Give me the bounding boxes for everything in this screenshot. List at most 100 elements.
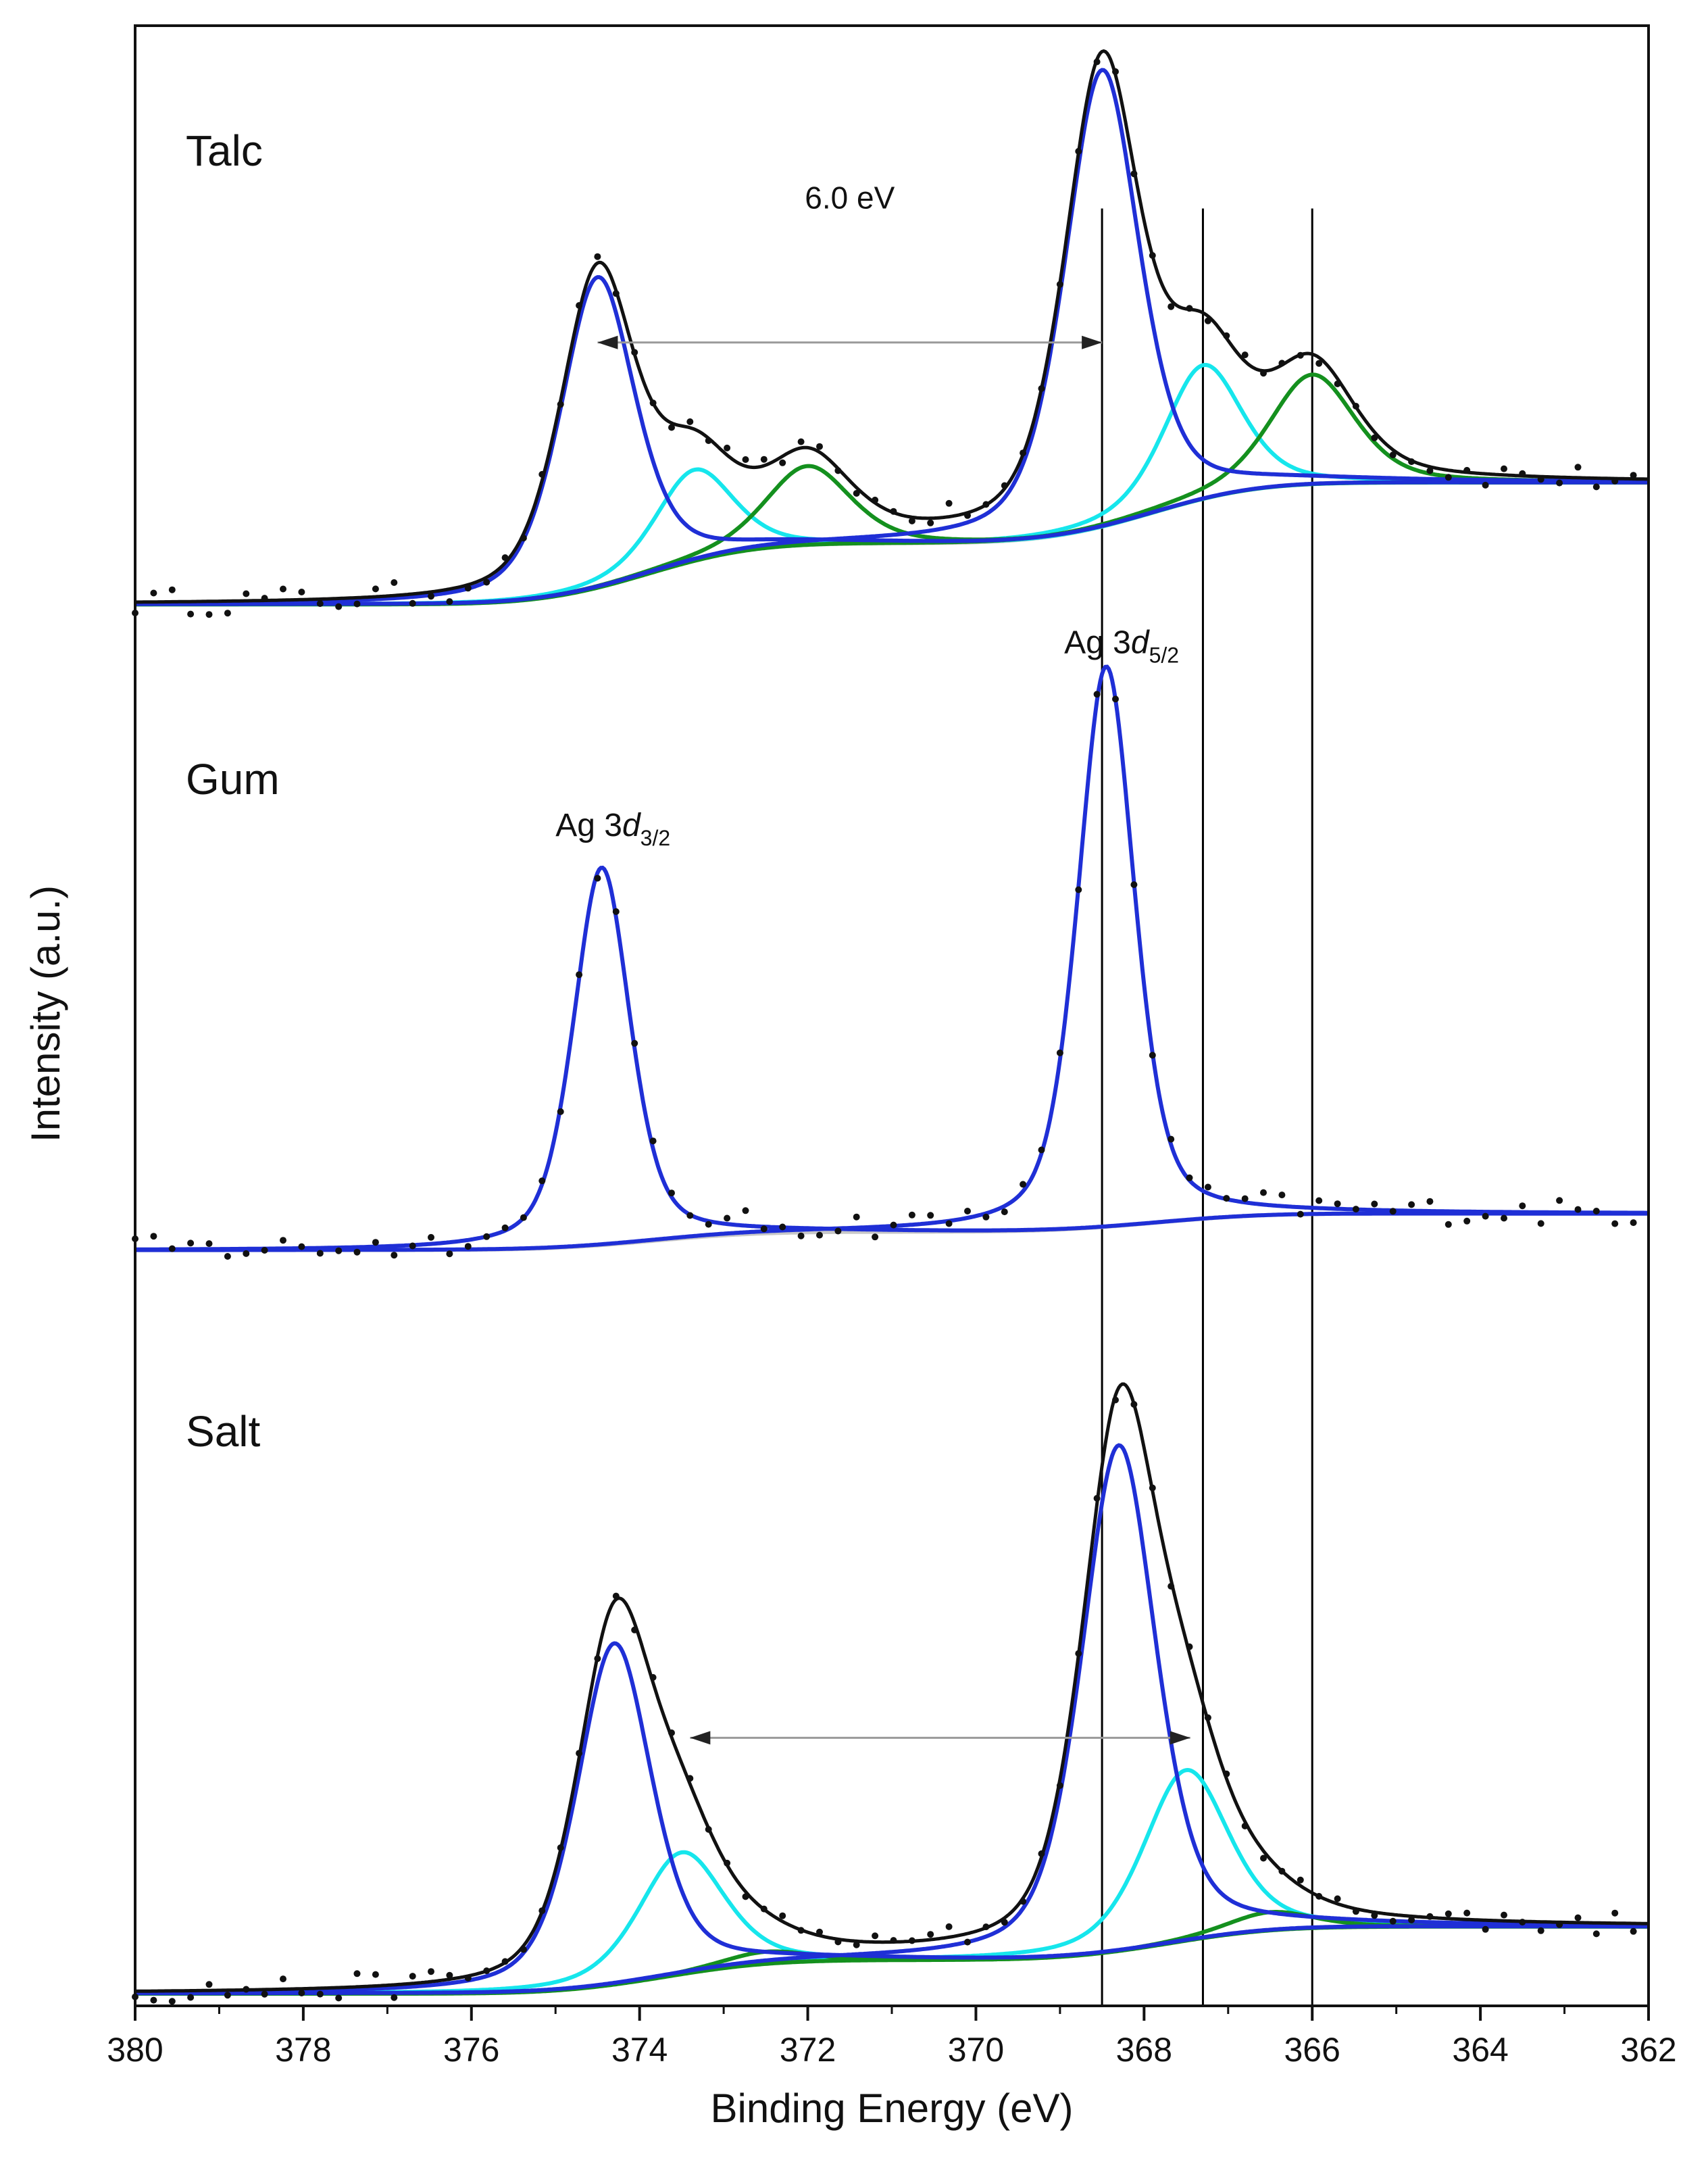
data-point	[1241, 1822, 1249, 1829]
data-point	[1501, 1911, 1507, 1919]
data-point	[1186, 1174, 1193, 1181]
x-tick-label: 370	[948, 2031, 1004, 2069]
x-tick-label: 372	[780, 2031, 836, 2069]
data-point	[945, 499, 953, 507]
data-point	[280, 585, 286, 593]
data-point	[1112, 695, 1119, 703]
background-curve-gum	[135, 1212, 1649, 1252]
data-point	[1297, 1210, 1304, 1218]
data-point	[760, 1905, 768, 1913]
background-curves-layer	[135, 481, 1649, 1996]
data-point	[538, 1177, 546, 1185]
data-point	[668, 424, 675, 431]
data-point	[1352, 403, 1359, 410]
data-point	[205, 611, 213, 618]
data-point	[1278, 360, 1286, 367]
data-point	[1297, 351, 1304, 359]
data-point	[243, 1986, 250, 1993]
data-point	[779, 1912, 786, 1919]
data-point	[1334, 1895, 1341, 1902]
data-point	[1408, 1916, 1415, 1923]
component-curve-metal-talc	[135, 68, 1649, 606]
data-point	[1611, 1909, 1619, 1917]
data-point	[1167, 1583, 1175, 1590]
data-point	[520, 1946, 527, 1953]
data-point	[816, 443, 823, 450]
data-point	[797, 1927, 805, 1934]
x-tick-label: 378	[275, 2031, 331, 2069]
data-point	[298, 1243, 305, 1250]
data-point	[1389, 1208, 1397, 1215]
arrow-head-right	[1170, 1731, 1190, 1745]
data-point	[908, 1211, 915, 1219]
annotation-separation: 6.0 eV	[805, 180, 895, 215]
data-point	[945, 1923, 953, 1930]
data-point	[1241, 351, 1249, 359]
data-point	[1260, 1854, 1267, 1862]
data-point	[1408, 1201, 1415, 1208]
data-point	[446, 1971, 453, 1979]
data-point	[280, 1975, 286, 1983]
data-point	[927, 519, 934, 526]
data-point	[353, 1248, 361, 1256]
data-point	[927, 1212, 934, 1219]
x-tick-label: 376	[443, 2031, 499, 2069]
data-point	[316, 600, 324, 608]
data-point	[372, 1971, 379, 1978]
data-point	[1038, 385, 1045, 392]
data-point	[927, 1931, 934, 1938]
data-point	[205, 1981, 213, 1988]
x-axis-title: Binding Energy (eV)	[711, 2086, 1074, 2131]
data-point	[1611, 1220, 1619, 1227]
data-point	[631, 1626, 638, 1633]
data-point	[853, 1941, 860, 1948]
data-point	[187, 1239, 195, 1247]
data-point	[724, 1214, 731, 1222]
data-point	[1056, 280, 1063, 288]
data-point	[428, 1233, 434, 1241]
data-point	[594, 1655, 601, 1663]
data-point	[409, 1242, 416, 1250]
data-point	[372, 1239, 379, 1246]
data-point	[1149, 1484, 1156, 1492]
data-point	[168, 1245, 176, 1252]
x-tick-label: 364	[1452, 2031, 1508, 2069]
arrow-head-left	[597, 335, 618, 349]
data-point	[686, 1775, 694, 1782]
data-point	[483, 579, 491, 586]
data-point	[1352, 1908, 1359, 1915]
data-point	[335, 1247, 343, 1254]
data-point	[1445, 1221, 1452, 1228]
data-point	[483, 1233, 491, 1240]
data-point	[1426, 467, 1434, 474]
panel-label-salt: Salt	[186, 1407, 261, 1456]
data-point	[1389, 1917, 1397, 1925]
data-point	[1445, 474, 1452, 481]
plot-frame	[134, 24, 1650, 2007]
data-point	[224, 610, 231, 617]
data-point	[1112, 68, 1119, 75]
data-point	[1574, 464, 1582, 471]
x-ticks-layer: 380 378 376 374 372 370 368 366 364 362	[107, 2006, 1677, 2069]
data-point	[945, 1220, 953, 1227]
data-point	[261, 595, 268, 602]
x-tick-label: 366	[1284, 2031, 1340, 2069]
data-point	[724, 444, 731, 451]
data-point	[1001, 1919, 1008, 1926]
data-point	[1389, 451, 1397, 459]
data-point	[1482, 481, 1489, 489]
data-point	[908, 1937, 915, 1944]
data-point	[1020, 1898, 1027, 1905]
data-point	[187, 1994, 195, 2001]
data-point	[261, 1247, 268, 1254]
data-point	[816, 1231, 823, 1239]
data-point	[1334, 1200, 1341, 1208]
data-point	[316, 1250, 324, 1257]
data-point	[908, 517, 915, 524]
x-tick-label: 380	[107, 2031, 163, 2069]
data-point	[1241, 1195, 1249, 1202]
component-curves-layer	[134, 68, 1649, 1996]
data-point	[168, 1998, 176, 2005]
data-point	[520, 535, 527, 542]
